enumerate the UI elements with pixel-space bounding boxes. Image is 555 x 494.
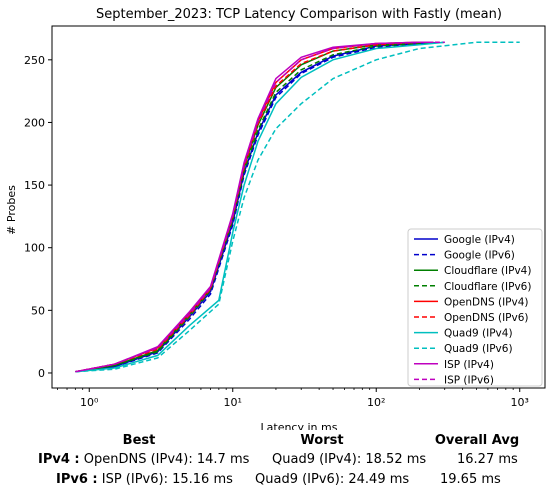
x-tick-label: 10³ [511,396,529,409]
legend: Google (IPv4) Google (IPv6) Cloudflare (IP… [407,228,543,387]
y-axis-label: # Probes [5,185,18,235]
x-tick-label: 10⁰ [80,396,99,409]
series-line [75,41,434,373]
y-tick-label: 200 [24,116,45,129]
legend-label: OpenDNS (IPv6) [444,312,529,324]
x-axis-label: Latency in ms [261,421,338,430]
y-tick-label: 150 [24,179,45,192]
legend-label: Quad9 (IPv6) [444,343,513,355]
series-line [75,41,434,373]
legend-label: OpenDNS (IPv4) [444,296,529,308]
legend-box [407,228,543,387]
x-tick-label: 10¹ [224,396,242,409]
legend-label: ISP (IPv4) [444,359,494,371]
series-line [75,41,445,373]
overall-avg-header: Overall Avg [434,433,520,448]
ipv4-stats-row: IPv4 : OpenDNS (IPv4): 14.7 ms [38,452,249,467]
ipv6-avg: 19.65 ms [440,472,501,487]
x-tick-label: 10² [367,396,385,409]
ipv4-row-label: IPv4 : [38,452,80,467]
y-tick-label: 250 [24,54,45,67]
ipv6-best: ISP (IPv6): 15.16 ms [101,472,233,487]
legend-label: Cloudflare (IPv4) [444,265,531,277]
ipv4-worst: Quad9 (IPv4): 18.52 ms [272,452,427,467]
ipv6-worst: Quad9 (IPv6): 24.49 ms [255,472,410,487]
y-tick-label: 0 [38,367,45,380]
chart-title: September_2023: TCP Latency Comparison w… [96,7,502,22]
ipv4-avg: 16.27 ms [457,452,518,467]
stats-summary: Best Worst Overall Avg IPv4 : OpenDNS (I… [0,430,555,494]
latency-chart: September_2023: TCP Latency Comparison w… [5,7,546,430]
ipv6-stats-row: IPv6 : ISP (IPv6): 15.16 ms [56,472,233,487]
series-line [75,41,445,373]
series-line [75,41,520,373]
series-line [75,41,445,373]
y-tick-label: 50 [31,304,45,317]
ipv6-row-label: IPv6 : [56,472,98,487]
legend-label: Quad9 (IPv4) [444,328,513,340]
x-axis: 10⁰ 10¹ 10² 10³ [57,388,529,409]
best-header: Best [122,433,156,448]
legend-label: Google (IPv6) [444,250,515,262]
worst-header: Worst [300,433,344,448]
series-line [75,41,434,373]
legend-label: Cloudflare (IPv6) [444,281,531,293]
series-lines [75,41,520,373]
legend-label: Google (IPv4) [444,234,515,246]
legend-label: ISP (IPv6) [444,374,494,386]
ipv4-best: OpenDNS (IPv4): 14.7 ms [83,452,250,467]
y-tick-label: 100 [24,242,45,255]
y-axis: 0 50 100 150 200 250 [24,54,52,380]
